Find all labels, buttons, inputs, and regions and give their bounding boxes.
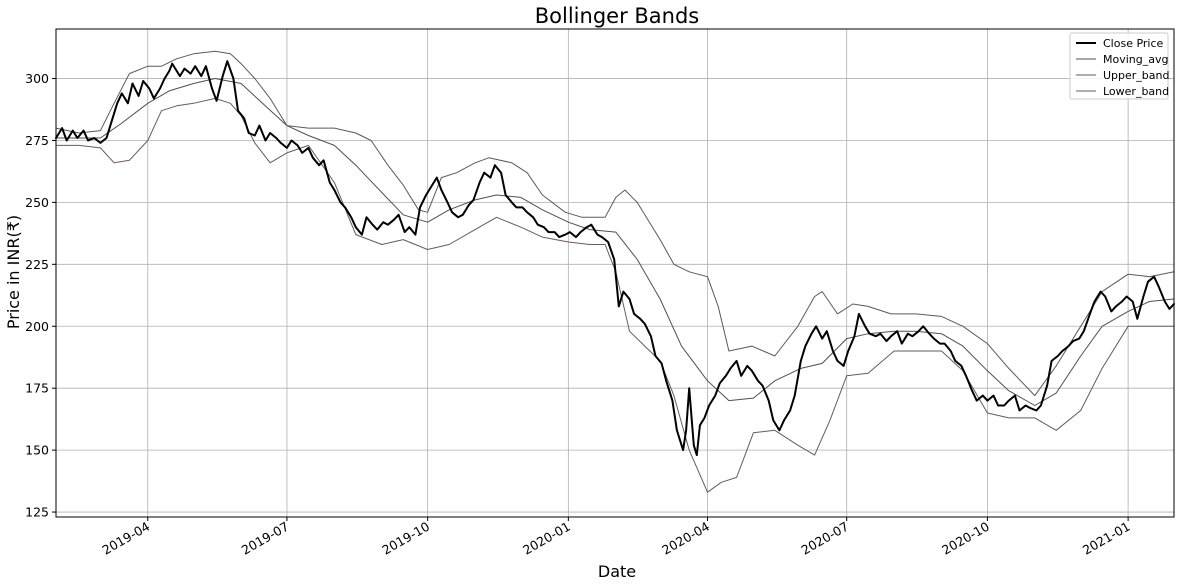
x-tick-label: 2021-01 [1080, 519, 1133, 558]
series-line-lower-band [55, 97, 1175, 493]
y-tick-label: 250 [25, 195, 49, 210]
series-line-close-price [55, 60, 1175, 457]
legend: Close Price Moving_avg Upper_band Lower_ban… [1069, 32, 1169, 100]
y-tick-label: 125 [25, 505, 49, 520]
x-axis: 2019-04 2019-07 2019-10 2020-01 2020-04 2020-… [100, 517, 1133, 558]
series-line-upper-band [55, 50, 1175, 397]
y-tick-label: 150 [25, 443, 49, 458]
x-tick-label: 2019-10 [379, 519, 432, 558]
series-group [55, 50, 1175, 493]
x-tick-label: 2019-07 [239, 519, 292, 558]
legend-box [1069, 32, 1169, 100]
y-axis: 125 150 175 200 225 250 275 300 [25, 71, 56, 520]
y-tick-label: 225 [25, 257, 49, 272]
y-tick-label: 300 [25, 71, 49, 86]
x-axis-label: Date [598, 562, 636, 581]
series-line-moving-avg [55, 78, 1175, 406]
legend-label-close-price: Close Price [1103, 37, 1164, 50]
x-tick-label: 2020-04 [659, 519, 712, 558]
x-tick-label: 2020-10 [939, 519, 992, 558]
chart-title: Bollinger Bands [535, 4, 699, 28]
y-tick-label: 275 [25, 133, 49, 148]
legend-label-moving-avg: Moving_avg [1103, 53, 1168, 66]
legend-label-upper-band: Upper_band [1103, 69, 1169, 82]
legend-label-lower-band: Lower_band [1103, 85, 1169, 98]
x-tick-label: 2020-07 [798, 519, 851, 558]
y-tick-label: 175 [25, 381, 49, 396]
x-tick-label: 2020-01 [520, 519, 573, 558]
plot-frame [55, 28, 1175, 518]
x-tick-label: 2019-04 [100, 519, 153, 558]
y-tick-label: 200 [25, 319, 49, 334]
y-axis-label: Price in INR(₹) [4, 215, 23, 329]
